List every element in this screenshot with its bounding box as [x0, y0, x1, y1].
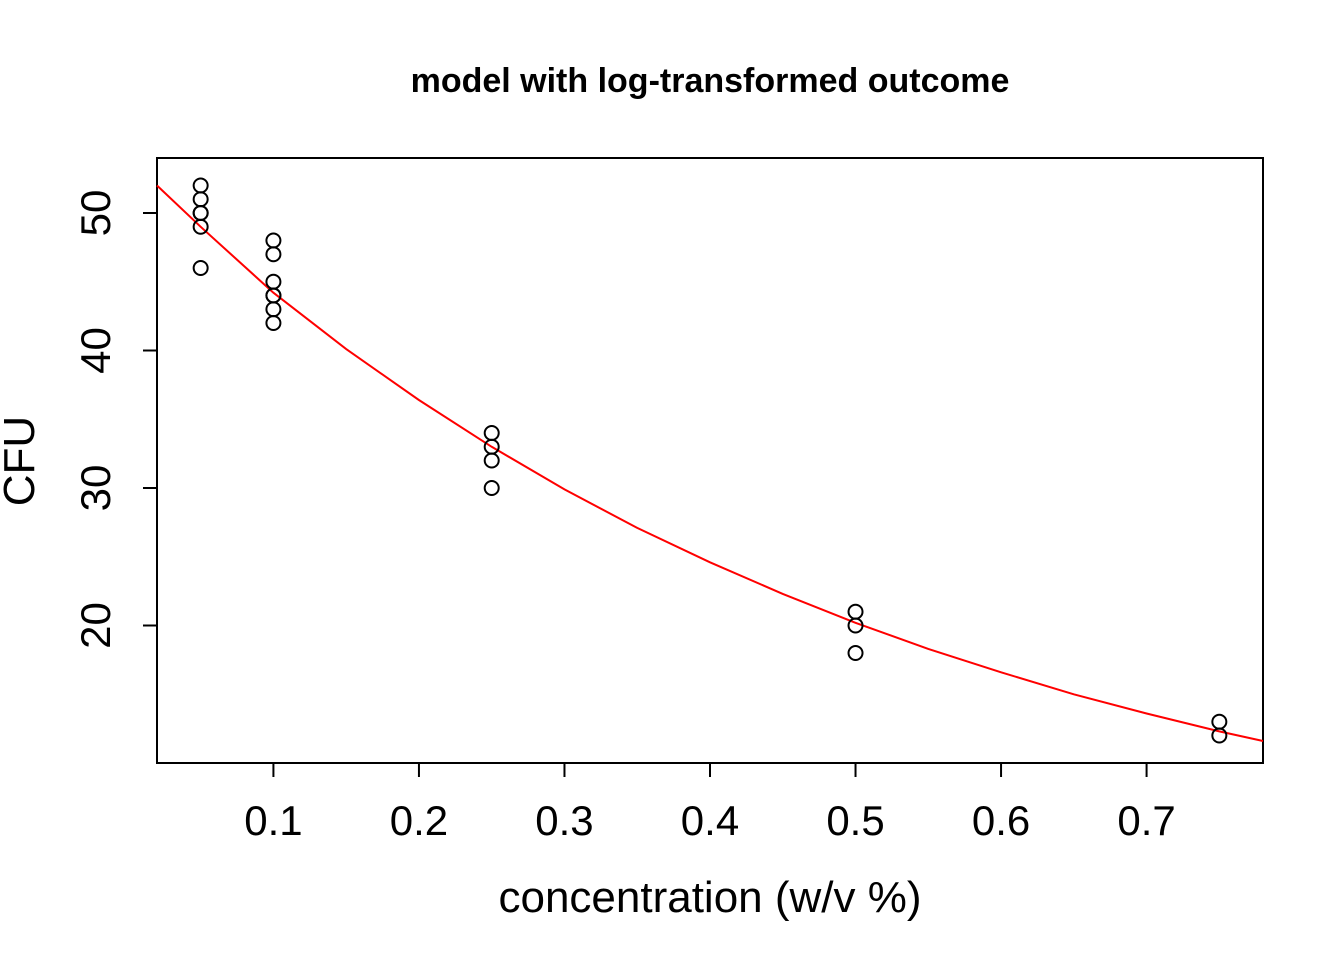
x-tick-label: 0.4 [681, 797, 739, 844]
data-point [192, 260, 209, 276]
data-point [265, 246, 282, 263]
data-point [1211, 713, 1228, 730]
data-point [192, 191, 209, 208]
data-point [1211, 727, 1228, 744]
y-tick-label: 50 [72, 190, 119, 237]
data-points [192, 177, 1228, 744]
x-tick-label: 0.5 [826, 797, 884, 844]
data-point [265, 232, 282, 249]
x-tick-label: 0.6 [972, 797, 1030, 844]
y-axis-label: CFU [0, 416, 44, 506]
chart-title: model with log-transformed outcome [411, 62, 1010, 100]
data-point [847, 617, 864, 634]
x-tick-label: 0.3 [535, 797, 593, 844]
y-tick-label: 20 [72, 602, 119, 649]
x-axis-label: concentration (w/v %) [498, 873, 921, 922]
fit-line-group [156, 184, 1264, 742]
data-point [483, 425, 500, 441]
data-point [847, 603, 864, 620]
fitted-curve [156, 184, 1264, 742]
data-point [483, 480, 500, 496]
data-point [265, 273, 282, 290]
x-tick-label: 0.7 [1117, 797, 1175, 844]
data-point [192, 177, 209, 194]
x-tick-label: 0.1 [244, 797, 302, 844]
data-point [265, 301, 282, 318]
data-point [847, 645, 864, 661]
y-axis: 20 30 40 50 [72, 190, 157, 649]
y-tick-label: 40 [72, 327, 119, 374]
data-point [483, 452, 500, 469]
x-axis: 0.1 0.2 0.3 0.4 0.5 0.6 0.7 [244, 763, 1176, 844]
data-point [265, 315, 282, 331]
data-point [192, 205, 209, 221]
y-tick-label: 30 [72, 465, 119, 512]
x-tick-label: 0.2 [390, 797, 448, 844]
plot-frame [156, 157, 1264, 764]
data-point [192, 218, 209, 235]
